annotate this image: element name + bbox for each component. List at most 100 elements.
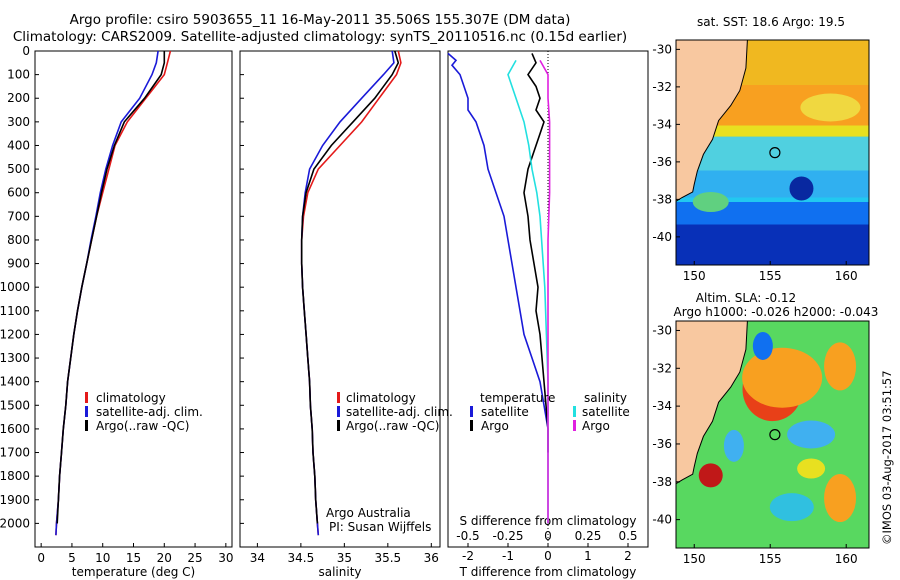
- x-tick-label: 0: [544, 549, 552, 563]
- legend-label-climatology: climatology: [346, 391, 416, 405]
- x-tick-label: 2: [624, 549, 632, 563]
- y-tick-label: 1500: [0, 398, 30, 412]
- x-tick-label: 155: [759, 269, 782, 283]
- sla-blob: [769, 493, 814, 522]
- sst-band: [676, 224, 869, 265]
- x-tick-label: 0: [37, 551, 45, 565]
- legend-label-argo: Argo(..raw -QC): [346, 419, 439, 433]
- y-tick-label: 1800: [0, 469, 30, 483]
- y-tick-label: -38: [652, 475, 672, 489]
- legend-swatch-s-argo: [573, 420, 576, 431]
- sst-patch: [800, 93, 861, 122]
- y-tick-label: -36: [652, 437, 672, 451]
- legend-title-salinity: salinity: [584, 391, 627, 405]
- legend-swatch-satellite: [337, 406, 340, 417]
- series-satellite-adj-clim-: [300, 50, 395, 536]
- y-tick-label: 200: [7, 91, 30, 105]
- map-frame: [675, 320, 870, 549]
- y-tick-label: -32: [652, 361, 672, 375]
- y-tick-label: -40: [652, 230, 672, 244]
- legend-label-satellite: satellite-adj. clim.: [96, 405, 203, 419]
- y-tick-label: 1100: [0, 304, 30, 318]
- y-tick-label: -34: [652, 399, 672, 413]
- x-tick-label-s: 0.5: [618, 529, 637, 543]
- legend-label-t-satellite: satellite: [481, 405, 529, 419]
- y-tick-label: -30: [652, 323, 672, 337]
- sst-map-panel: sat. SST: 18.6 Argo: 19.5 150 155 160 -30 -32…: [652, 15, 870, 283]
- argo-location-marker: [769, 147, 781, 159]
- sst-eddy: [789, 176, 814, 201]
- plot-frame: [239, 50, 441, 548]
- x-tick-label: 15: [126, 551, 141, 565]
- y-tick-label: 1400: [0, 375, 30, 389]
- land-mass: [676, 40, 748, 202]
- land-mass: [676, 321, 748, 485]
- sla-blob: [797, 458, 826, 479]
- legend-swatch-climatology: [337, 392, 340, 403]
- x-tick-label: 36: [424, 551, 439, 565]
- series-salinity-satellite: [507, 60, 549, 524]
- x-tick-label: 5: [68, 551, 76, 565]
- sla-blob: [752, 331, 773, 360]
- y-tick-label: -38: [652, 192, 672, 206]
- x-tick-label: 20: [157, 551, 172, 565]
- map-title: sat. SST: 18.6 Argo: 19.5: [697, 15, 845, 29]
- x-tick-label: -1: [502, 549, 514, 563]
- legend-swatch-s-satellite: [573, 406, 576, 417]
- legend-label-s-satellite: satellite: [582, 405, 630, 419]
- map-title: Altim. SLA: -0.12: [696, 291, 796, 305]
- series-argo: [56, 51, 166, 524]
- sla-blob: [787, 420, 836, 449]
- y-tick-label: 0: [22, 44, 30, 58]
- y-tick-label: -34: [652, 117, 672, 131]
- y-tick-label: 400: [7, 138, 30, 152]
- y-tick-label: -32: [652, 80, 672, 94]
- sla-blob: [824, 474, 857, 523]
- y-tick-label: 700: [7, 209, 30, 223]
- sla-blob: [698, 463, 723, 488]
- plot-frame: [34, 50, 233, 548]
- x-tick-label-s: 0.25: [575, 529, 602, 543]
- legend-swatch-argo: [337, 420, 340, 431]
- chart-subtitle: Climatology: CARS2009. Satellite-adjuste…: [12, 29, 628, 45]
- legend-label-climatology: climatology: [96, 391, 166, 405]
- y-tick-label: 1600: [0, 422, 30, 436]
- sla-blob: [742, 347, 823, 408]
- difference-panel: -2 -1 0 1 2-0.5 -0.25 0 0.25 0.5S difference fro…: [447, 50, 649, 579]
- x-tick-label: 1: [584, 549, 592, 563]
- legend-label-satellite: satellite-adj. clim.: [346, 405, 453, 419]
- y-tick-label: 300: [7, 115, 30, 129]
- series-temperature-satellite: [447, 52, 549, 453]
- x-tick-label: 150: [683, 269, 706, 283]
- sst-patch: [692, 192, 729, 212]
- y-tick-label: -30: [652, 42, 672, 56]
- series-salinity-argo: [539, 60, 551, 524]
- legend-title-temperature: temperature: [480, 391, 555, 405]
- legend-swatch-satellite: [85, 406, 88, 417]
- y-tick-label: 1700: [0, 446, 30, 460]
- y-tick-label: 500: [7, 162, 30, 176]
- legend-label-t-argo: Argo: [481, 419, 509, 433]
- x-tick-label-s: -0.5: [456, 529, 479, 543]
- map-subtitle: Argo h1000: -0.026 h2000: -0.043: [674, 305, 879, 319]
- x-tick-label: 35: [337, 551, 352, 565]
- y-tick-label: 1900: [0, 493, 30, 507]
- series-climatology: [55, 50, 172, 536]
- sla-blob: [824, 342, 857, 391]
- series-temperature-argo: [523, 53, 549, 453]
- x-tick-label: 160: [835, 269, 858, 283]
- x-axis-label: T difference from climatology: [459, 565, 637, 579]
- chart-title: Argo profile: csiro 5903655_11 16-May-20…: [69, 12, 571, 28]
- credit-line-2: PI: Susan Wijffels: [329, 520, 431, 534]
- y-tick-label: -36: [652, 155, 672, 169]
- map-field: [676, 40, 869, 265]
- x-tick-label: 30: [218, 551, 233, 565]
- temperature-panel: 0 5 10 15 20 25 300100200300400500600700800900…: [0, 44, 233, 579]
- y-tick-label: 100: [7, 68, 30, 82]
- y-tick-label: 800: [7, 233, 30, 247]
- x-tick-label-s: -0.25: [492, 529, 523, 543]
- x-tick-label-s: 0: [544, 529, 552, 543]
- legend-swatch-t-argo: [470, 420, 473, 431]
- x-tick-label: 34.5: [288, 551, 315, 565]
